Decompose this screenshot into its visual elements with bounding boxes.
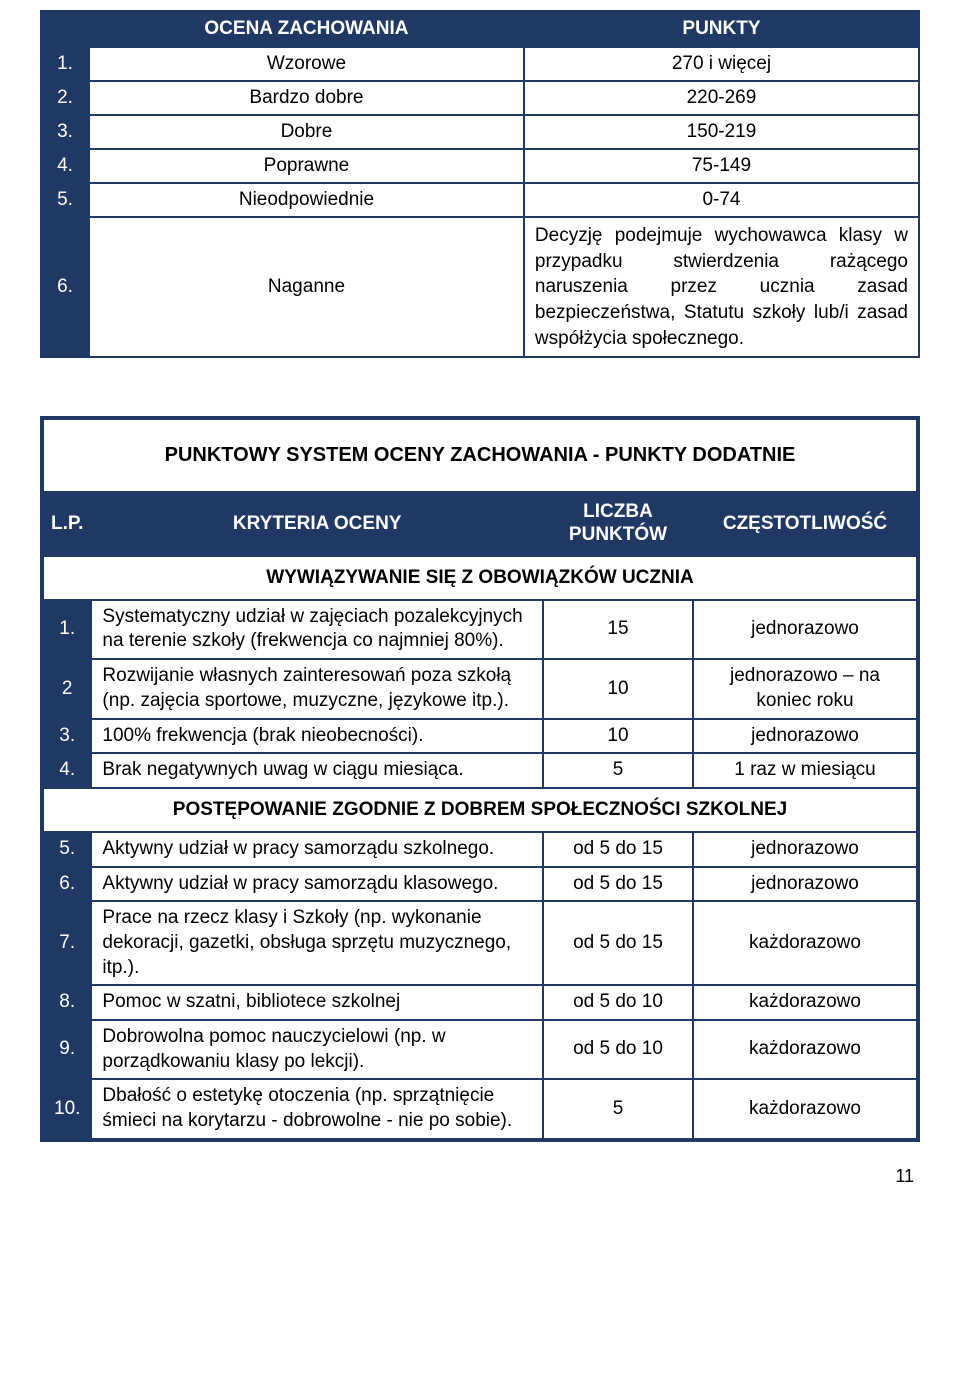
t1-row-num: 4. bbox=[41, 149, 89, 183]
t2-row-czestotliwosc: jednorazowo bbox=[693, 600, 918, 659]
t2-row-kryteria: Dobrowolna pomoc nauczycielowi (np. w po… bbox=[91, 1020, 543, 1079]
t2-row-num: 7. bbox=[42, 901, 91, 985]
t2-row-kryteria: Systematyczny udział w zajęciach pozalek… bbox=[91, 600, 543, 659]
t2-row-czestotliwosc: jednorazowo – na koniec roku bbox=[693, 659, 918, 718]
t1-row-num: 6. bbox=[41, 217, 89, 357]
t2-row-kryteria: Prace na rzecz klasy i Szkoły (np. wykon… bbox=[91, 901, 543, 985]
t1-row-pts: 75-149 bbox=[524, 149, 919, 183]
t2-row-num: 6. bbox=[42, 867, 91, 902]
t2-row-kryteria: Dbałość o estetykę otoczenia (np. sprząt… bbox=[91, 1079, 543, 1139]
t2-row-num: 9. bbox=[42, 1020, 91, 1079]
t2-row-num: 10. bbox=[42, 1079, 91, 1139]
t1-row-num: 5. bbox=[41, 183, 89, 217]
t2-header-punkty: LICZBA PUNKTÓW bbox=[543, 492, 693, 556]
t2-row-num: 2 bbox=[42, 659, 91, 718]
t2-row-punkty: 5 bbox=[543, 1079, 693, 1139]
t1-row-name: Poprawne bbox=[89, 149, 524, 183]
t2-row-punkty: 10 bbox=[543, 719, 693, 754]
t2-row-punkty: od 5 do 10 bbox=[543, 1020, 693, 1079]
t2-row-czestotliwosc: każdorazowo bbox=[693, 901, 918, 985]
t1-row-name: Dobre bbox=[89, 115, 524, 149]
t2-row-num: 8. bbox=[42, 985, 91, 1020]
t1-header-ocena: OCENA ZACHOWANIA bbox=[89, 11, 524, 47]
t2-row-kryteria: Pomoc w szatni, bibliotece szkolnej bbox=[91, 985, 543, 1020]
t2-row-czestotliwosc: jednorazowo bbox=[693, 719, 918, 754]
t1-row-name: Nieodpowiednie bbox=[89, 183, 524, 217]
t2-row-num: 3. bbox=[42, 719, 91, 754]
t2-section1: WYWIĄZYWANIE SIĘ Z OBOWIĄZKÓW UCZNIA bbox=[42, 556, 918, 600]
t2-row-kryteria: Aktywny udział w pracy samorządu klasowe… bbox=[91, 867, 543, 902]
t2-row-punkty: 10 bbox=[543, 659, 693, 718]
points-system-table: PUNKTOWY SYSTEM OCENY ZACHOWANIA - PUNKT… bbox=[40, 416, 920, 1142]
t1-row-num: 2. bbox=[41, 81, 89, 115]
t2-header-lp: L.P. bbox=[42, 492, 91, 556]
t2-row-punkty: od 5 do 15 bbox=[543, 867, 693, 902]
t1-body: 1.Wzorowe270 i więcej 2.Bardzo dobre220-2… bbox=[41, 47, 919, 357]
t2-row-kryteria: Brak negatywnych uwag w ciągu miesiąca. bbox=[91, 753, 543, 788]
t2-row-czestotliwosc: jednorazowo bbox=[693, 867, 918, 902]
t2-row-czestotliwosc: każdorazowo bbox=[693, 1020, 918, 1079]
t1-row-pts: 0-74 bbox=[524, 183, 919, 217]
t2-row-czestotliwosc: każdorazowo bbox=[693, 1079, 918, 1139]
t1-header-punkty: PUNKTY bbox=[524, 11, 919, 47]
t2-row-kryteria: Aktywny udział w pracy samorządu szkolne… bbox=[91, 832, 543, 867]
t2-row-punkty: od 5 do 15 bbox=[543, 832, 693, 867]
t2-body2: 5.Aktywny udział w pracy samorządu szkol… bbox=[42, 832, 918, 1140]
page-number: 11 bbox=[40, 1166, 920, 1187]
t1-row-name: Naganne bbox=[89, 217, 524, 357]
t1-row-pts: 150-219 bbox=[524, 115, 919, 149]
t2-row-num: 5. bbox=[42, 832, 91, 867]
t1-row-name: Wzorowe bbox=[89, 47, 524, 81]
t2-row-punkty: 15 bbox=[543, 600, 693, 659]
t1-row-pts: Decyzję podejmuje wychowawca klasy w prz… bbox=[524, 217, 919, 357]
t2-title: PUNKTOWY SYSTEM OCENY ZACHOWANIA - PUNKT… bbox=[42, 418, 918, 492]
t1-row-pts: 220-269 bbox=[524, 81, 919, 115]
behavior-scale-table: OCENA ZACHOWANIA PUNKTY 1.Wzorowe270 i w… bbox=[40, 10, 920, 358]
t2-row-czestotliwosc: 1 raz w miesiącu bbox=[693, 753, 918, 788]
t2-header-kryteria: KRYTERIA OCENY bbox=[91, 492, 543, 556]
t2-row-punkty: od 5 do 10 bbox=[543, 985, 693, 1020]
t1-row-num: 3. bbox=[41, 115, 89, 149]
t2-row-punkty: 5 bbox=[543, 753, 693, 788]
t2-row-kryteria: Rozwijanie własnych zainteresowań poza s… bbox=[91, 659, 543, 718]
t1-row-pts: 270 i więcej bbox=[524, 47, 919, 81]
t2-row-kryteria: 100% frekwencja (brak nieobecności). bbox=[91, 719, 543, 754]
t2-header-czestotliwosc: CZĘSTOTLIWOŚĆ bbox=[693, 492, 918, 556]
t1-row-name: Bardzo dobre bbox=[89, 81, 524, 115]
t1-row-num: 1. bbox=[41, 47, 89, 81]
t2-row-num: 1. bbox=[42, 600, 91, 659]
t2-body1: 1.Systematyczny udział w zajęciach pozal… bbox=[42, 600, 918, 788]
t2-section2: POSTĘPOWANIE ZGODNIE Z DOBREM SPOŁECZNOŚ… bbox=[42, 788, 918, 832]
t2-row-czestotliwosc: każdorazowo bbox=[693, 985, 918, 1020]
t2-row-czestotliwosc: jednorazowo bbox=[693, 832, 918, 867]
t2-row-num: 4. bbox=[42, 753, 91, 788]
t2-row-punkty: od 5 do 15 bbox=[543, 901, 693, 985]
